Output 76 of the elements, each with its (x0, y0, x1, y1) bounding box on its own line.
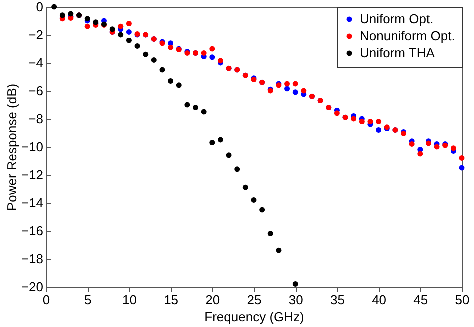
point (226, 152, 232, 158)
point (276, 248, 282, 254)
y-tick-label: −4 (28, 56, 44, 70)
y-tick-label: −8 (28, 112, 44, 126)
point (284, 86, 290, 92)
y-tick-label: −14 (21, 196, 44, 210)
point (301, 88, 307, 94)
point (110, 26, 116, 32)
point (126, 21, 132, 27)
y-tick-label: 0 (36, 0, 44, 14)
y-tick-label: −16 (21, 224, 44, 238)
point (218, 137, 224, 143)
point (68, 11, 74, 17)
point (193, 105, 198, 111)
point (459, 155, 465, 161)
point (60, 12, 66, 18)
point (210, 54, 216, 60)
point (292, 90, 298, 96)
point (126, 38, 132, 44)
x-tick-label: 25 (247, 292, 262, 308)
point (242, 184, 248, 190)
point (184, 102, 190, 108)
point (176, 82, 182, 88)
point (126, 29, 132, 35)
point (118, 32, 124, 38)
point (284, 81, 290, 87)
point (210, 46, 216, 52)
point (376, 127, 382, 133)
legend-label: Uniform THA (360, 46, 436, 60)
point (376, 119, 382, 125)
point (409, 141, 415, 147)
point (143, 52, 149, 58)
x-tick-label: 30 (288, 292, 304, 308)
point (251, 197, 257, 203)
point (84, 24, 90, 30)
point (268, 231, 274, 237)
point (351, 116, 357, 122)
x-tick-label: 10 (122, 292, 137, 308)
x-tick-label: 40 (372, 292, 387, 308)
point (418, 151, 424, 157)
point (292, 281, 298, 287)
y-axis-title: Power Response (dB) (4, 84, 20, 212)
point (359, 119, 365, 125)
y-tick-label: −18 (21, 252, 44, 266)
point (292, 81, 298, 87)
point (52, 4, 58, 10)
point (334, 110, 340, 116)
point (234, 166, 240, 172)
point (201, 50, 207, 56)
point (151, 57, 157, 63)
point (450, 146, 456, 152)
point (368, 119, 374, 125)
point (160, 67, 166, 73)
legend-label: Uniform Opt. (360, 12, 434, 26)
point (118, 24, 124, 30)
point (201, 109, 207, 115)
y-tick-label: −10 (21, 140, 44, 154)
point (168, 78, 174, 84)
x-tick-label: 35 (330, 292, 345, 308)
x-tick-label: 50 (455, 292, 470, 308)
point (168, 44, 174, 50)
point (459, 165, 465, 171)
x-tick-label: 5 (84, 292, 92, 308)
point (260, 207, 266, 213)
y-tick-label: −6 (28, 84, 44, 98)
y-tick-label: −2 (28, 28, 44, 42)
point (134, 43, 140, 49)
x-tick-label: 45 (414, 292, 428, 308)
x-tick-label: 15 (164, 292, 179, 308)
y-tick-label: −12 (21, 168, 44, 182)
x-tick-label: 20 (206, 292, 220, 308)
point (434, 144, 440, 150)
y-tick-label: −20 (21, 280, 44, 294)
point (210, 140, 216, 146)
legend-label: Nonuniform Opt. (360, 28, 456, 44)
x-axis-title: Frequency (GHz) (204, 310, 304, 324)
